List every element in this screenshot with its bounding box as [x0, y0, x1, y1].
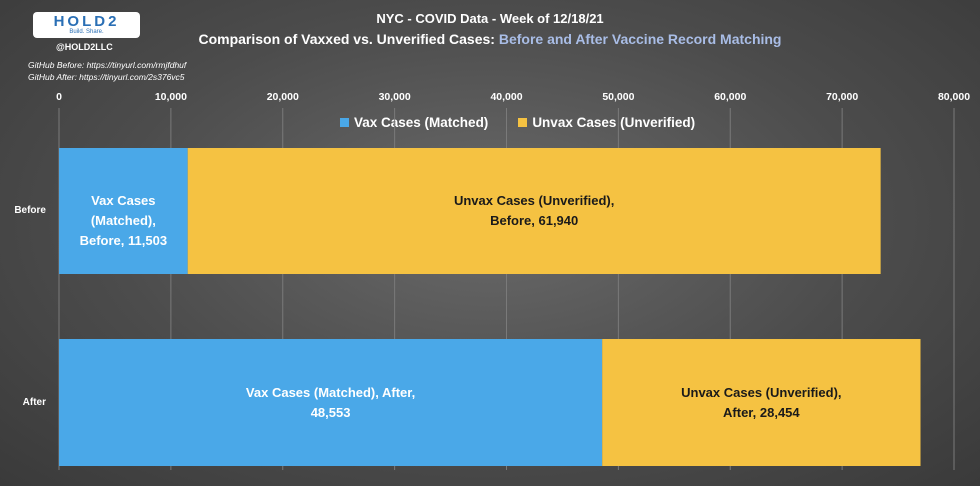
- data-label-line: Vax Cases (Matched), After,: [245, 384, 416, 400]
- x-tick-label: 50,000: [602, 91, 634, 103]
- data-label-line: Before, 11,503: [79, 233, 168, 248]
- bar-unvax-after: [602, 339, 921, 466]
- github-before-link[interactable]: GitHub Before: https://tinyurl.com/rmjfd…: [28, 60, 187, 70]
- category-label-before: Before: [14, 205, 46, 216]
- data-label-vax-after: Vax Cases (Matched), After, 48,553: [59, 383, 602, 423]
- category-label-after: After: [22, 396, 46, 408]
- github-after-link[interactable]: GitHub After: https://tinyurl.com/2s376v…: [28, 72, 185, 82]
- legend-label-vax: Vax Cases (Matched): [354, 115, 489, 130]
- twitter-handle: @HOLD2LLC: [56, 42, 113, 52]
- bar-unvax-before: [187, 148, 881, 274]
- legend-item-unvax: Unvax Cases (Unverified): [518, 115, 695, 130]
- x-tick-label: 20,000: [267, 91, 299, 103]
- data-label-line: Vax Cases (Matched),: [90, 193, 156, 228]
- x-tick-label: 30,000: [379, 91, 411, 103]
- x-tick-label: 60,000: [714, 91, 746, 103]
- data-label-line: Unvax Cases (Unverified),: [453, 193, 615, 208]
- legend-swatch-unvax: [518, 118, 528, 127]
- legend-label-unvax: Unvax Cases (Unverified): [532, 115, 696, 130]
- data-label-vax-before: Vax Cases (Matched), Before, 11,503: [59, 191, 188, 251]
- legend-item-vax: Vax Cases (Matched): [340, 115, 488, 130]
- hold2-logo: HOLD2 Build. Share.: [33, 12, 140, 38]
- logo-tagline: Build. Share.: [69, 28, 104, 35]
- legend-swatch-vax: [340, 118, 349, 127]
- data-label-unvax-after: Unvax Cases (Unverified), After, 28,454: [602, 383, 920, 423]
- logo-mark: HOLD2: [53, 12, 120, 30]
- subtitle-prefix: Comparison of Vaxxed vs. Unverified Case…: [198, 31, 499, 47]
- data-label-line: Unvax Cases (Unverified),: [681, 384, 842, 400]
- data-label-line: Before, 61,940: [490, 213, 579, 228]
- data-label-line: After, 28,454: [723, 404, 800, 420]
- bar-vax-before: [59, 148, 188, 274]
- x-tick-label: 80,000: [938, 91, 970, 103]
- x-tick-label: 0: [56, 91, 62, 103]
- x-tick-label: 40,000: [490, 91, 522, 103]
- chart-legend: Vax Cases (Matched) Unvax Cases (Unverif…: [340, 115, 695, 130]
- data-label-unvax-before: Unvax Cases (Unverified), Before, 61,940: [188, 191, 881, 231]
- chart-subtitle: Comparison of Vaxxed vs. Unverified Case…: [0, 31, 980, 47]
- data-label-line: 48,553: [310, 404, 351, 420]
- x-tick-label: 10,000: [155, 91, 187, 103]
- bar-vax-after: [59, 339, 603, 466]
- subtitle-highlight: Before and After Vaccine Record Matching: [498, 31, 782, 47]
- chart-title: NYC - COVID Data - Week of 12/18/21: [376, 11, 604, 26]
- x-tick-label: 70,000: [826, 91, 858, 103]
